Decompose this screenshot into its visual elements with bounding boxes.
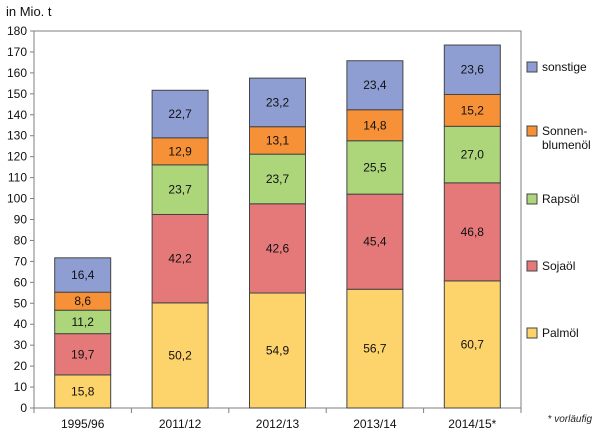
bar-segment — [249, 77, 306, 128]
data-label: 23,6 — [461, 63, 485, 77]
data-label: 42,6 — [266, 241, 290, 255]
y-tick-label: 110 — [8, 171, 27, 185]
data-label: 16,4 — [71, 268, 95, 282]
bar-segment — [346, 109, 404, 142]
data-label: 19,7 — [71, 347, 95, 361]
y-tick-label: 0 — [20, 401, 27, 415]
y-tick-label: 130 — [7, 129, 27, 143]
bar-segment — [151, 213, 209, 304]
footnote: * vorläufig — [547, 414, 592, 425]
data-label: 56,7 — [363, 342, 387, 356]
y-tick-label: 180 — [7, 24, 27, 38]
x-tick-label: 1995/96 — [61, 417, 105, 431]
data-label: 12,9 — [168, 144, 192, 158]
bar-segment — [443, 93, 501, 127]
data-label: 25,5 — [363, 160, 387, 174]
y-tick-label: 140 — [7, 108, 27, 122]
bar-segment — [443, 125, 501, 184]
legend-swatch — [526, 260, 538, 272]
data-label: 23,4 — [363, 78, 387, 92]
data-label: 23,2 — [266, 95, 290, 109]
bar-segment — [346, 60, 404, 111]
bar-segment — [151, 164, 209, 215]
y-tick-label: 10 — [14, 380, 28, 394]
x-tick-label: 2014/15* — [448, 417, 496, 431]
data-label: 54,9 — [266, 344, 290, 358]
bar-segment — [151, 89, 209, 139]
legend-label: Palmöl — [542, 326, 579, 340]
bar-segment — [443, 182, 501, 282]
legend-swatch — [526, 61, 538, 73]
bar-segment — [54, 374, 112, 409]
data-label: 23,7 — [266, 172, 290, 186]
data-label: 27,0 — [461, 148, 485, 162]
data-label: 15,8 — [71, 384, 95, 398]
y-tick-label: 160 — [7, 66, 27, 80]
bar-segment — [54, 333, 112, 376]
bar-segment — [443, 280, 501, 409]
data-label: 13,1 — [266, 133, 290, 147]
data-label: 23,7 — [168, 183, 192, 197]
bar-segment — [151, 302, 209, 409]
legend-label: Sojaöl — [542, 259, 575, 273]
bar-segment — [249, 126, 306, 155]
y-tick-label: 150 — [7, 87, 27, 101]
y-tick-label: 170 — [7, 45, 27, 59]
y-axis-unit-label: in Mio. t — [6, 4, 52, 19]
data-label: 22,7 — [168, 107, 192, 121]
x-tick-label: 2012/13 — [256, 417, 300, 431]
data-label: 15,2 — [461, 103, 485, 117]
y-tick-label: 120 — [7, 150, 27, 164]
bar-segment — [151, 137, 209, 166]
legend-swatch — [526, 327, 538, 339]
bar-segment — [443, 44, 501, 95]
data-label: 14,8 — [363, 118, 387, 132]
y-tick-label: 40 — [14, 317, 28, 331]
legend-swatch — [526, 125, 538, 137]
bar-segment — [54, 257, 112, 293]
bar-segment — [249, 153, 306, 205]
x-tick-label: 2013/14 — [353, 417, 397, 431]
data-label: 8,6 — [74, 294, 91, 308]
data-label: 60,7 — [461, 337, 485, 351]
x-tick-label: 2011/12 — [159, 417, 202, 431]
y-tick-label: 70 — [14, 254, 28, 268]
legend-label: sonstige — [542, 60, 587, 74]
y-tick-label: 30 — [14, 338, 28, 352]
data-label: 42,2 — [168, 252, 192, 266]
y-tick-label: 60 — [14, 275, 28, 289]
y-tick-label: 90 — [14, 213, 28, 227]
y-tick-label: 20 — [14, 359, 28, 373]
data-label: 45,4 — [363, 235, 387, 249]
data-label: 50,2 — [168, 348, 192, 362]
y-tick-label: 80 — [14, 233, 28, 247]
legend-swatch — [526, 193, 538, 205]
data-label: 11,2 — [71, 315, 94, 329]
y-tick-label: 50 — [14, 296, 28, 310]
bar-segment — [346, 288, 404, 409]
y-tick-label: 100 — [7, 192, 27, 206]
bar-segment — [346, 193, 404, 290]
legend-label: Rapsöl — [542, 192, 579, 206]
data-label: 46,8 — [461, 225, 485, 239]
legend-label: Sonnen-blumenöl — [542, 124, 591, 152]
